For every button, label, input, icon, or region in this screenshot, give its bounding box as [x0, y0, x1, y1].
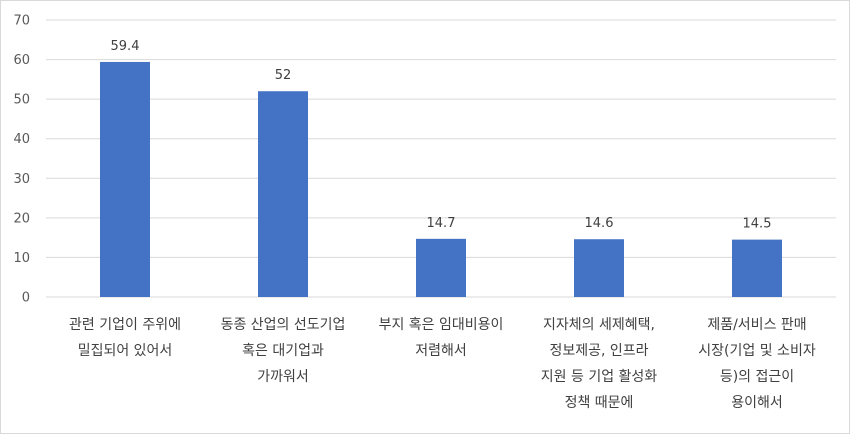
category-label: 저렴해서 [415, 343, 467, 359]
category-label: 등)의 접근이 [720, 369, 794, 385]
y-tick-label: 20 [13, 211, 30, 226]
data-label: 52 [275, 68, 292, 83]
data-label: 14.7 [427, 216, 456, 231]
y-tick-label: 60 [13, 53, 30, 68]
data-labels: 59.4 52 14.7 14.6 14.5 [111, 39, 772, 232]
category-label: 정책 때문에 [565, 395, 634, 411]
data-label: 14.6 [585, 216, 614, 231]
y-tick-label: 50 [13, 93, 30, 108]
category-label: 제품/서비스 판매 [707, 317, 806, 333]
y-axis: 0 10 20 30 40 50 60 70 [13, 14, 30, 306]
category-label: 밀집되어 있어서 [78, 343, 173, 359]
category-label: 지원 등 기업 활성화 [541, 369, 658, 385]
data-label: 14.5 [743, 217, 772, 232]
bar [100, 61, 150, 298]
category-label: 시장(기업 및 소비자 [698, 343, 816, 359]
bar [258, 91, 308, 297]
y-tick-label: 0 [22, 291, 30, 306]
category-label: 부지 혹은 임대비용이 [379, 317, 504, 333]
y-tick-label: 70 [13, 14, 30, 29]
category-label: 용이해서 [731, 395, 783, 411]
data-label: 59.4 [111, 39, 140, 54]
category-label: 관련 기업이 주위에 [69, 317, 181, 333]
category-label: 가까워서 [257, 369, 309, 385]
category-label: 동종 산업의 선도기업 [221, 317, 346, 333]
gridlines [46, 19, 836, 298]
bar [416, 238, 466, 297]
y-tick-label: 30 [13, 172, 30, 187]
category-label: 지자체의 세제혜택, [543, 317, 655, 333]
category-label: 정보제공, 인프라 [549, 343, 648, 359]
bar [732, 239, 782, 297]
y-tick-label: 40 [13, 132, 30, 147]
y-tick-label: 10 [13, 251, 30, 266]
category-label: 혹은 대기업과 [242, 343, 324, 359]
bars [100, 61, 782, 298]
bar [574, 239, 624, 297]
